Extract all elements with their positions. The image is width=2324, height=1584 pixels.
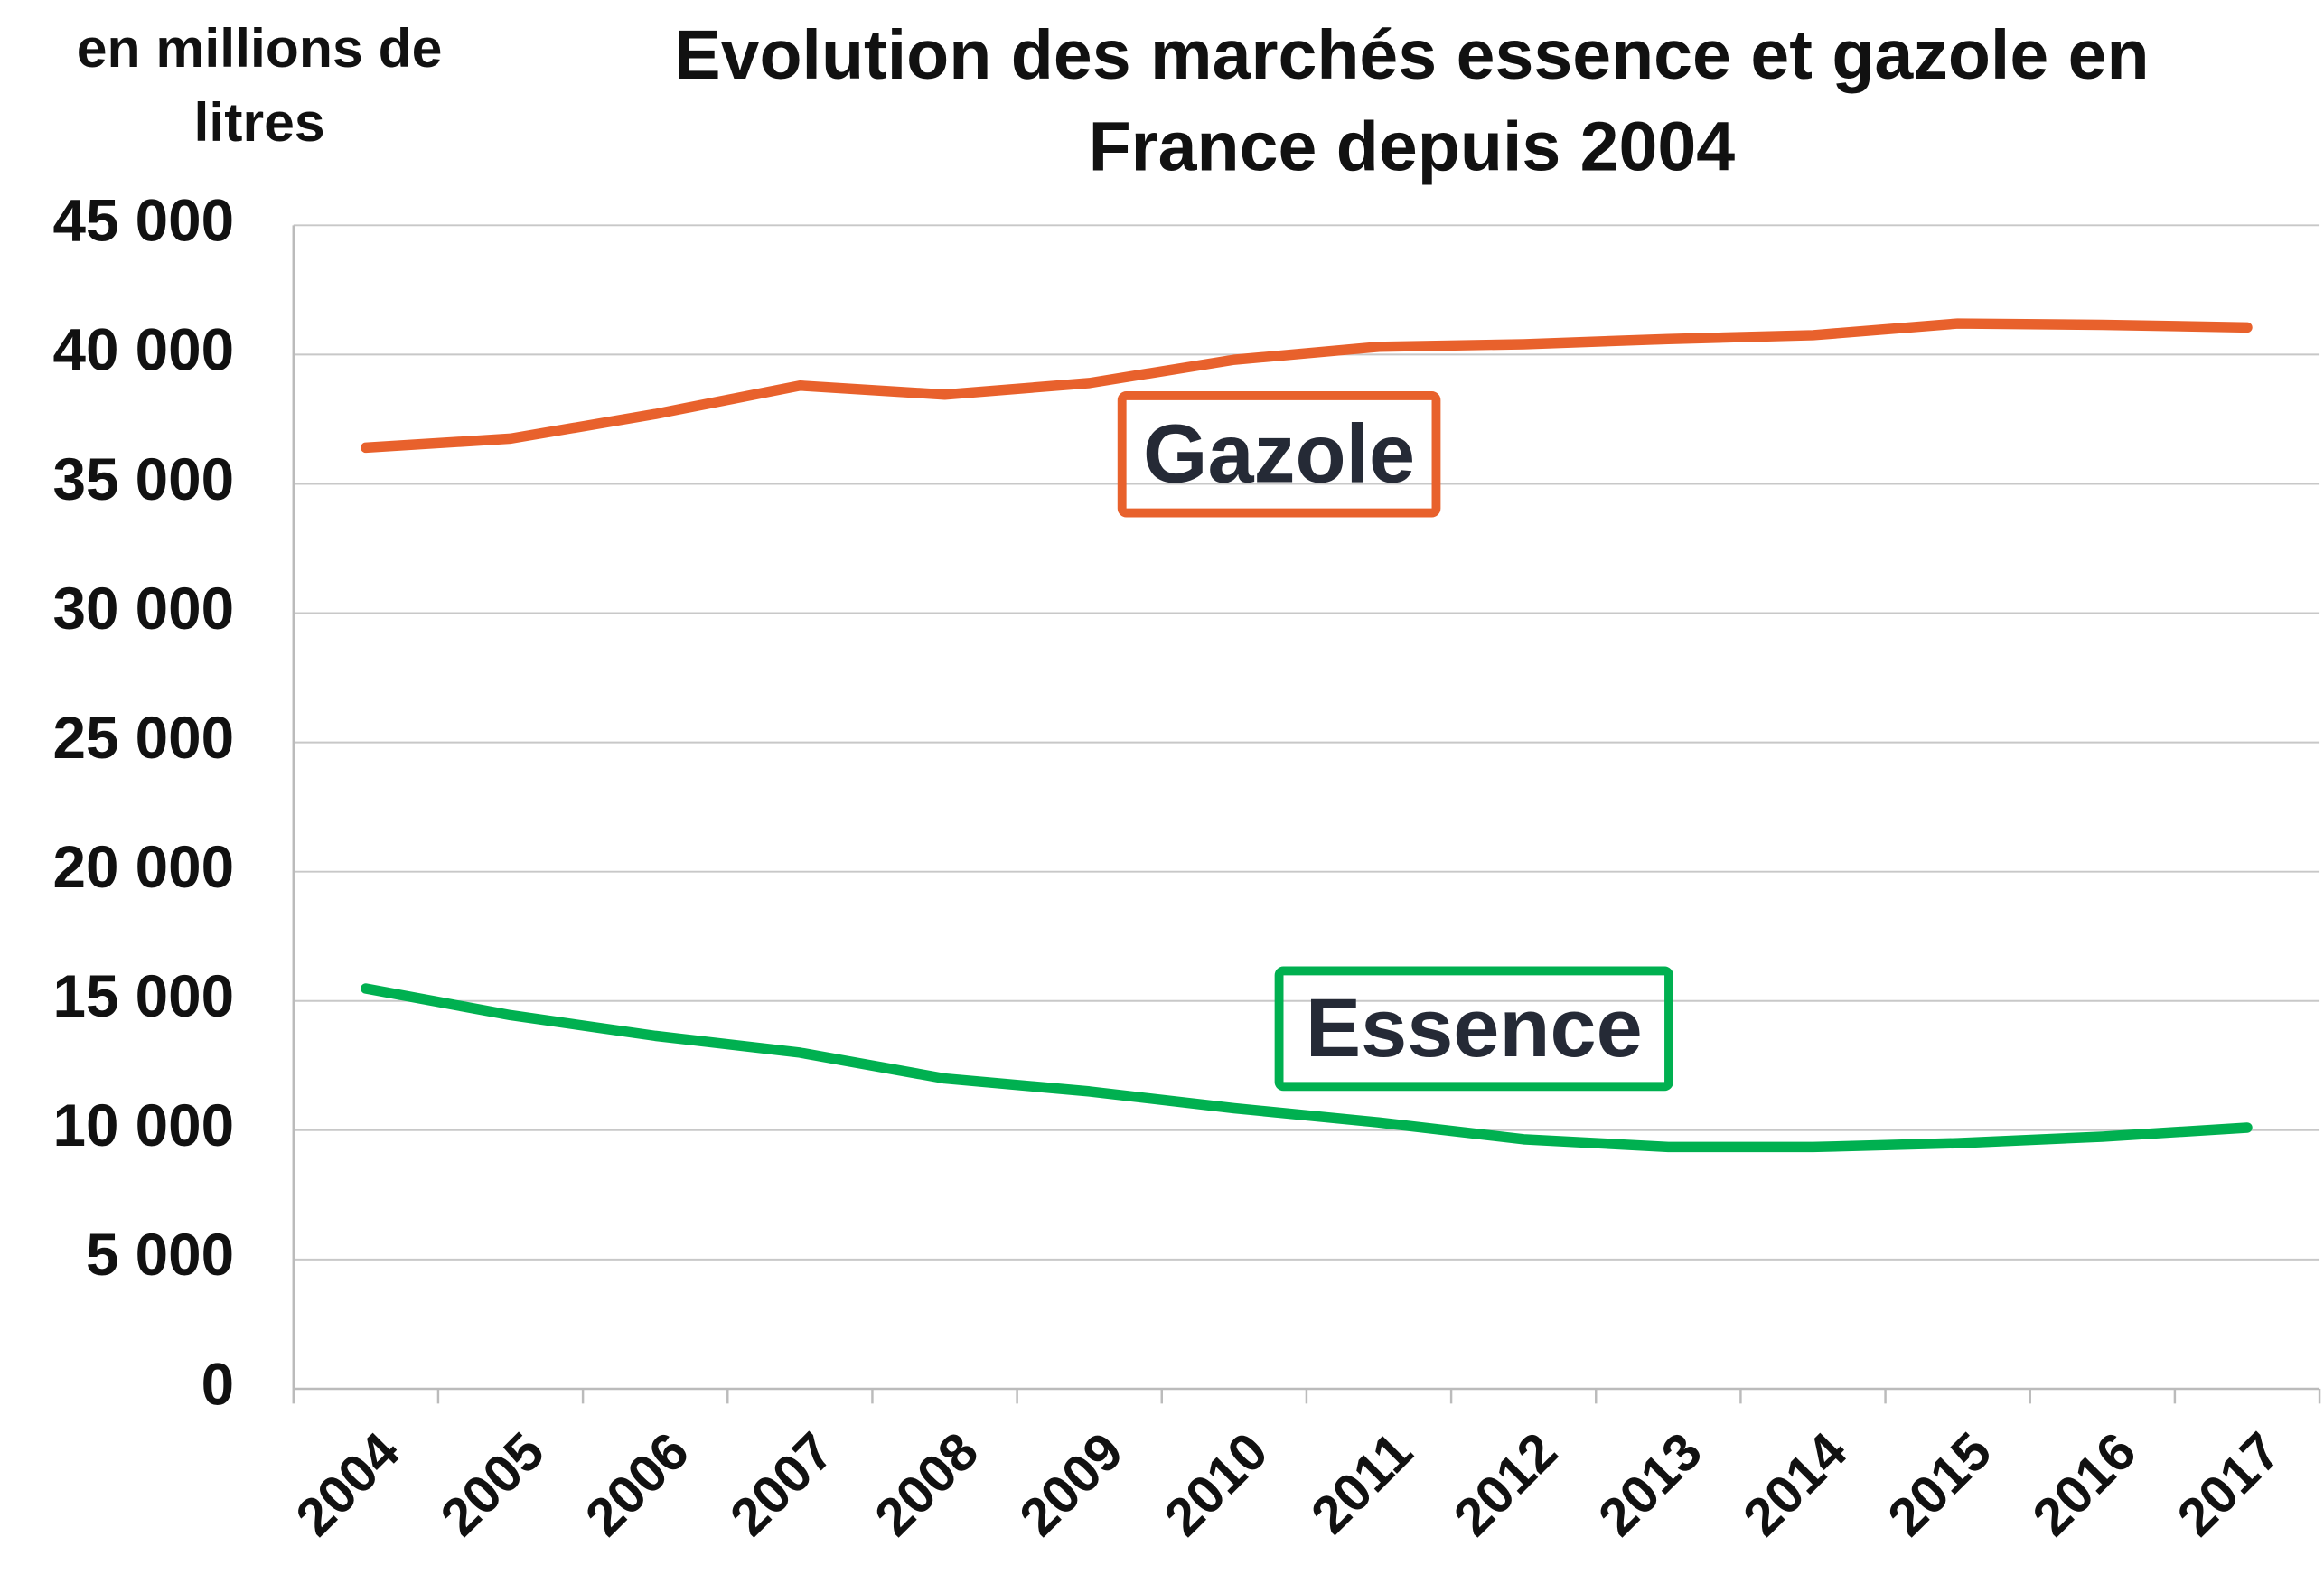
- y-axis-label: en millions de litres: [76, 17, 443, 153]
- y-tick-label: 10 000: [52, 1092, 234, 1158]
- x-tick-label: 2013: [1588, 1421, 1714, 1548]
- y-tick-label: 0: [201, 1351, 235, 1417]
- legend-label: Gazole: [1143, 408, 1415, 501]
- x-tick-label: 2017: [2166, 1421, 2292, 1548]
- y-tick-label: 40 000: [52, 317, 234, 383]
- x-tick-label: 2008: [864, 1421, 990, 1548]
- legend-box: [1117, 391, 1441, 518]
- x-tick-label: 2011: [1299, 1421, 1423, 1545]
- y-tick-label: 30 000: [52, 576, 234, 642]
- x-tick-label: 2010: [1153, 1421, 1279, 1548]
- x-tick-label: 2009: [1008, 1421, 1135, 1548]
- legend-box: [1274, 966, 1673, 1092]
- y-tick-label: 15 000: [52, 963, 234, 1029]
- legend-label: Essence: [1306, 982, 1643, 1074]
- chart-title: Evolution des marchés essence et gazole …: [674, 14, 2150, 186]
- series-line: [361, 318, 2253, 454]
- x-tick-label: 2014: [1732, 1421, 1859, 1548]
- x-tick-label: 2016: [2021, 1421, 2148, 1548]
- y-tick-label: 45 000: [52, 188, 234, 254]
- y-tick-label: 5 000: [86, 1222, 234, 1288]
- y-tick-label: 20 000: [52, 834, 234, 900]
- y-tick-label: 25 000: [52, 705, 234, 771]
- x-tick-label: 2005: [429, 1421, 556, 1548]
- x-tick-label: 2007: [719, 1421, 846, 1548]
- x-tick-label: 2004: [285, 1421, 411, 1548]
- y-tick-label: 35 000: [52, 446, 234, 512]
- x-tick-label: 2012: [1442, 1421, 1569, 1548]
- x-tick-label: 2006: [574, 1421, 700, 1548]
- series-line: [361, 983, 2253, 1153]
- x-tick-label: 2015: [1877, 1421, 2003, 1548]
